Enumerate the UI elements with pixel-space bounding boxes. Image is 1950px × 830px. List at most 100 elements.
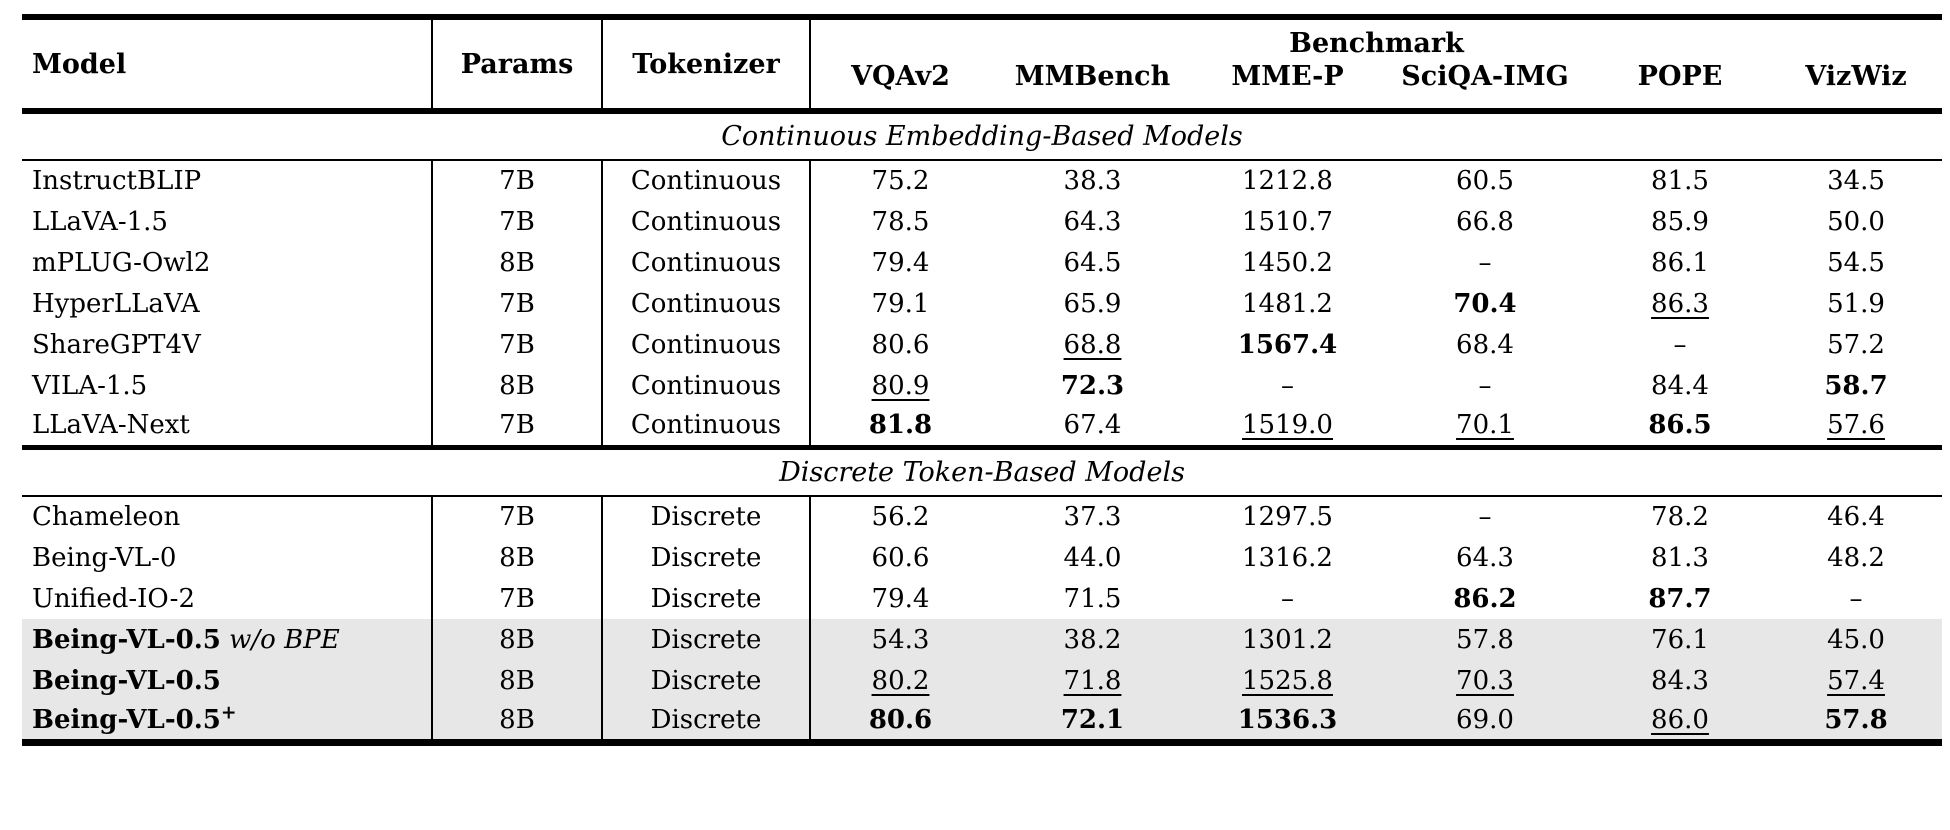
section-header-row: Continuous Embedding-Based Models [22,111,1943,160]
header-row-group: Model Params Tokenizer Benchmark [22,17,1942,111]
tokenizer-cell: Continuous [602,324,811,365]
tokenizer-cell: Continuous [602,201,811,242]
model-name: Unified-IO-2 [32,583,195,614]
score-cell: 86.2 [1453,583,1517,614]
score-cell: 69.0 [1456,704,1514,735]
score-cell: 80.6 [871,329,930,360]
score-cell: 78.5 [871,206,930,237]
table-header: Model Params Tokenizer Benchmark VQAv2 M… [22,17,1943,111]
score-cell: 1481.2 [1242,288,1333,319]
score-cell: 56.2 [871,502,930,532]
score-cell: 37.3 [1063,502,1122,532]
score-cell: 38.2 [1063,624,1122,655]
score-cell: – [1281,583,1294,614]
score-cell: 44.0 [1063,542,1122,573]
model-name: VILA-1.5 [32,370,148,401]
model-name-superscript: + [220,701,237,724]
model-name-cell: InstructBLIP [22,160,433,201]
score-cell: 51.9 [1827,288,1885,319]
params-cell: 7B [432,201,603,242]
score-cell: 87.7 [1648,583,1712,614]
table-row: InstructBLIP 7B Continuous 75.2 38.3 1212.8 60… [22,160,1942,201]
table-row: Being-VL-0.5+ 8B Discrete 80.6 72.1 1536.3 69.… [22,701,1943,742]
model-name-cell: Being-VL-0 [22,537,433,578]
tokenizer-cell: Continuous [602,283,811,324]
table-row: LLaVA-Next 7B Continuous 81.8 67.4 1519.0 70.1… [22,406,1942,447]
score-cell: 86.1 [1651,247,1709,278]
score-cell: 34.5 [1827,166,1885,196]
score-cell: – [1281,370,1294,401]
model-name: mPLUG-Owl2 [32,247,211,278]
tokenizer-cell: Discrete [602,701,811,742]
score-cell: 79.4 [871,247,930,278]
table-row: ShareGPT4V 7B Continuous 80.6 68.8 1567.4 68.4… [22,324,1942,365]
score-cell: 64.5 [1063,247,1122,278]
score-cell: – [1673,329,1687,360]
score-cell: – [1478,247,1492,278]
score-cell: 1316.2 [1242,542,1333,573]
tokenizer-cell: Continuous [602,406,811,447]
score-cell: 78.2 [1651,502,1709,532]
score-cell: 64.3 [1456,542,1514,573]
params-cell: 7B [432,324,603,365]
model-name-cell: Chameleon [22,496,433,537]
tokenizer-cell: Continuous [602,242,811,283]
table-row: HyperLLaVA 7B Continuous 79.1 65.9 1481.2 70.4… [22,283,1942,324]
score-cell: 81.8 [868,410,933,441]
model-name: ShareGPT4V [32,329,201,360]
score-cell: 79.1 [871,288,930,319]
model-name-cell: ShareGPT4V [22,324,433,365]
params-cell: 8B [432,660,603,701]
score-cell: 60.5 [1456,166,1514,196]
tokenizer-cell: Discrete [602,537,811,578]
section-0: Continuous Embedding-Based Models Instruc… [22,111,1943,447]
score-cell: 68.4 [1456,329,1514,360]
model-name-cell: LLaVA-1.5 [22,201,433,242]
score-cell: – [1478,370,1492,401]
score-cell: 80.2 [871,665,930,696]
column-header-pope: POPE [1637,61,1723,92]
table-row: Chameleon 7B Discrete 56.2 37.3 1297.5 – 78.2 46… [22,496,1942,537]
score-cell: 1567.4 [1237,329,1338,360]
score-cell: 84.3 [1651,665,1709,696]
params-cell: 7B [432,160,603,201]
model-name: LLaVA-Next [32,410,190,441]
column-group-benchmark: Benchmark [1289,28,1464,59]
tokenizer-cell: Continuous [602,160,811,201]
column-header-model: Model [22,17,433,111]
score-cell: 75.2 [871,166,930,196]
header-row-benchmarks: VQAv2 MMBench MME-P SciQA-IMG POPE VizWi… [22,61,1942,111]
table-row: Being-VL-0 8B Discrete 60.6 44.0 1316.2 64.3 81… [22,537,1942,578]
score-cell: 72.1 [1060,704,1125,735]
score-cell: 64.3 [1063,206,1122,237]
score-cell: 54.3 [871,624,930,655]
model-name: Being-VL-0 [32,542,177,573]
score-cell: 70.3 [1456,665,1514,696]
column-header-params: Params [432,17,603,111]
score-cell: 84.4 [1651,370,1709,401]
score-cell: 1519.0 [1242,410,1333,441]
score-cell: 86.5 [1648,410,1712,441]
params-cell: 7B [432,578,603,619]
column-header-vizwiz: VizWiz [1805,61,1907,92]
score-cell: 80.9 [871,370,930,401]
model-name: InstructBLIP [32,166,202,196]
model-name: Being-VL-0.5 [32,624,221,655]
score-cell: 1450.2 [1242,247,1333,278]
model-name: Chameleon [32,502,181,532]
score-cell: 79.4 [871,583,930,614]
model-name-cell: Being-VL-0.5 w/o BPE [22,619,433,660]
params-cell: 7B [432,406,603,447]
params-cell: 8B [432,701,603,742]
table-row: Unified-IO-2 7B Discrete 79.4 71.5 – 86.2 87.7 – [22,578,1942,619]
section-title: Discrete Token-Based Models [779,456,1185,488]
model-name-cell: Being-VL-0.5 [22,660,433,701]
model-name-suffix: w/o BPE [229,624,340,655]
params-cell: 7B [432,496,603,537]
score-cell: 66.8 [1456,206,1514,237]
score-cell: 80.6 [868,704,933,735]
benchmark-table: Model Params Tokenizer Benchmark VQAv2 M… [22,14,1943,746]
params-cell: 8B [432,242,603,283]
section-1: Discrete Token-Based Models Chameleon 7B Di… [22,447,1943,742]
column-header-vqav2: VQAv2 [851,61,950,92]
